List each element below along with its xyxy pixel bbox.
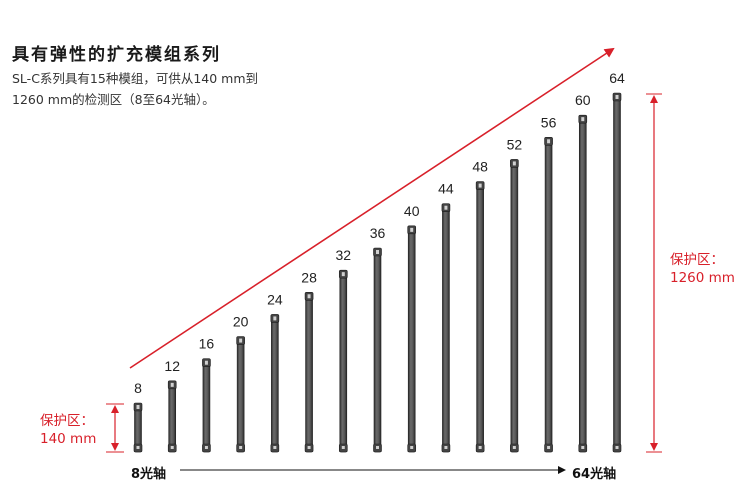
max-dimension-label: 保护区： 1260 mm [670,251,735,287]
module-bar-label: 64 [609,70,625,86]
module-bar-cap-highlight [204,360,208,365]
module-bar-bottom-highlight [615,446,619,449]
module-bar-48: 48 [472,159,488,453]
module-bar-cap-highlight [376,250,379,254]
module-bar-bottom-highlight [239,446,243,449]
module-bar-body [544,137,553,453]
min-dimension-value: 140 mm [40,431,97,447]
module-bar-20: 20 [233,314,249,453]
module-bar-body [339,270,348,453]
module-bar-16: 16 [199,336,215,453]
module-bar-body [578,115,587,453]
module-bar-body [373,248,382,453]
module-bar-12: 12 [164,358,180,453]
module-bar-24: 24 [267,291,283,453]
module-bar-body [168,381,177,453]
axis-start-label: 8光轴 [131,467,167,482]
module-bar-40: 40 [404,203,420,453]
module-bar-28: 28 [301,269,317,453]
module-bar-cap-highlight [444,205,448,210]
module-bar-cap-highlight [341,272,345,277]
module-bar-label: 12 [164,358,180,374]
module-bar-label: 60 [575,92,591,108]
page-title: 具有弹性的扩充模组系列 [12,45,221,65]
module-bar-cap-highlight [512,161,516,166]
module-bar-bottom-highlight [204,446,208,449]
module-bar-cap-highlight [410,227,414,232]
module-bar-label: 28 [301,269,317,285]
module-bar-bottom-highlight [307,446,311,449]
module-bar-body [236,337,245,453]
module-bar-bottom-highlight [444,446,448,449]
min-dimension-marker [106,403,124,453]
module-bar-label: 44 [438,181,454,197]
description-line-1: SL-C系列具有15种模组，可供从140 mm到 [12,71,259,86]
module-bar-cap-highlight [239,338,243,343]
module-bar-bottom-highlight [376,446,379,449]
module-bar-36: 36 [370,225,386,453]
max-dimension-value: 1260 mm [670,270,735,286]
module-bar-label: 36 [370,225,386,241]
module-bar-cap-highlight [170,382,174,387]
min-dimension-label: 保护区： 140 mm [40,412,96,448]
module-bar-cap-highlight [615,95,619,99]
module-bar-bottom-highlight [478,446,482,449]
module-bar-bottom-highlight [136,446,140,449]
module-bar-32: 32 [335,247,351,453]
module-bar-8: 8 [133,380,143,453]
module-bar-bottom-highlight [341,446,345,449]
module-bar-body [476,182,484,453]
growth-arrow [129,47,615,369]
module-bar-label: 24 [267,291,283,307]
module-bar-label: 56 [541,114,557,130]
module-bar-label: 52 [507,136,523,152]
min-dimension-title: 保护区： [40,413,94,429]
module-bar-body [271,315,279,453]
module-bar-bottom-highlight [512,446,516,449]
module-bar-cap-highlight [547,139,551,144]
module-bar-44: 44 [438,181,454,453]
max-dimension-title: 保护区： [670,252,724,268]
module-bar-label: 8 [134,380,142,396]
module-bar-label: 48 [472,159,488,175]
module-bar-cap-highlight [478,183,482,188]
module-bar-label: 40 [404,203,420,219]
module-bar-64: 64 [609,70,625,453]
axis-end-label: 64光轴 [572,467,617,482]
module-bar-cap-highlight [581,117,585,122]
description-line-2: 1260 mm的检测区（8至64光轴）。 [12,92,215,107]
module-bar-bottom-highlight [170,446,174,449]
module-bar-cap-highlight [307,294,311,299]
module-bar-label: 20 [233,314,249,330]
module-bar-bottom-highlight [547,446,551,449]
module-bar-52: 52 [507,136,523,453]
module-bar-bottom-highlight [273,446,277,449]
module-bar-body [407,226,416,453]
module-bar-cap-highlight [136,405,140,409]
module-bar-body [442,204,450,453]
max-dimension-marker [646,93,662,453]
module-bar-body [613,93,621,453]
module-bar-60: 60 [575,92,591,453]
module-bar-body [305,292,313,453]
module-bar-label: 16 [199,336,215,352]
module-bar-label: 32 [335,247,351,263]
module-bar-bottom-highlight [581,446,585,449]
module-bar-body [202,359,211,453]
module-bar-56: 56 [541,114,557,453]
module-bar-cap-highlight [273,316,277,321]
module-bar-body [510,160,519,453]
bars-group: 8 12 16 20 24 28 32 36 40 44 48 52 56 60 64 [133,70,625,453]
module-bar-bottom-highlight [410,446,414,449]
